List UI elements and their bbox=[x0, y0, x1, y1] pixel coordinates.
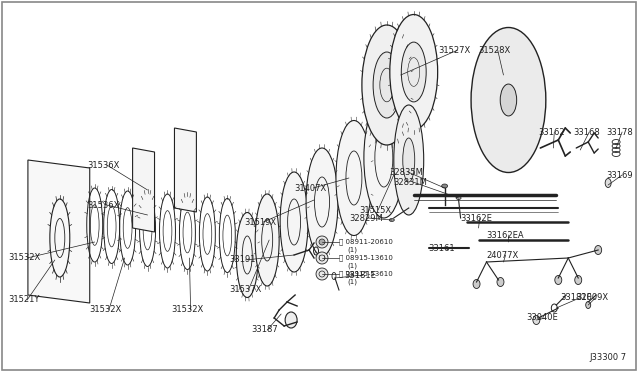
Text: 32829M: 32829M bbox=[349, 214, 383, 222]
Ellipse shape bbox=[442, 184, 447, 188]
Text: 32835M: 32835M bbox=[389, 167, 422, 176]
Text: (1): (1) bbox=[347, 279, 357, 285]
Text: 33162EA: 33162EA bbox=[486, 231, 524, 240]
Ellipse shape bbox=[403, 138, 415, 182]
Polygon shape bbox=[175, 128, 196, 212]
Circle shape bbox=[316, 252, 328, 264]
Text: 31532X: 31532X bbox=[172, 305, 204, 314]
Ellipse shape bbox=[533, 315, 540, 324]
Ellipse shape bbox=[243, 236, 252, 274]
Ellipse shape bbox=[401, 42, 426, 102]
Text: 31536X: 31536X bbox=[88, 201, 120, 209]
Text: 31519X: 31519X bbox=[244, 218, 276, 227]
Ellipse shape bbox=[287, 199, 301, 245]
Ellipse shape bbox=[306, 148, 338, 256]
Text: 24077X: 24077X bbox=[486, 250, 519, 260]
Text: 33168: 33168 bbox=[573, 128, 600, 137]
Ellipse shape bbox=[375, 129, 393, 187]
Text: 31532X: 31532X bbox=[90, 305, 122, 314]
Text: 31521Y: 31521Y bbox=[8, 295, 39, 305]
Text: 31515X: 31515X bbox=[359, 205, 391, 215]
Ellipse shape bbox=[456, 196, 461, 199]
Ellipse shape bbox=[336, 121, 372, 235]
Ellipse shape bbox=[586, 301, 591, 308]
Text: 33181E: 33181E bbox=[344, 270, 376, 279]
Ellipse shape bbox=[314, 177, 330, 227]
Ellipse shape bbox=[255, 194, 279, 286]
Text: 33187: 33187 bbox=[252, 326, 278, 334]
Circle shape bbox=[316, 268, 328, 280]
Text: 31407X: 31407X bbox=[294, 183, 326, 192]
Text: 33162: 33162 bbox=[538, 128, 565, 137]
Polygon shape bbox=[28, 160, 90, 303]
Text: Ⓝ 08911-20610: Ⓝ 08911-20610 bbox=[339, 239, 393, 245]
Ellipse shape bbox=[575, 276, 582, 285]
Ellipse shape bbox=[390, 15, 438, 129]
Ellipse shape bbox=[500, 84, 516, 116]
Text: 33161: 33161 bbox=[429, 244, 455, 253]
Ellipse shape bbox=[394, 105, 424, 215]
Text: 31527X: 31527X bbox=[438, 45, 471, 55]
Ellipse shape bbox=[362, 25, 412, 145]
Ellipse shape bbox=[364, 98, 404, 218]
Text: 31536X: 31536X bbox=[88, 160, 120, 170]
Text: 31537X: 31537X bbox=[229, 285, 262, 295]
Ellipse shape bbox=[285, 312, 297, 328]
Text: (1): (1) bbox=[347, 263, 357, 269]
Ellipse shape bbox=[595, 246, 602, 254]
Ellipse shape bbox=[473, 279, 480, 289]
Ellipse shape bbox=[346, 151, 362, 205]
Ellipse shape bbox=[389, 218, 394, 221]
Text: 33181F: 33181F bbox=[560, 294, 592, 302]
Text: J33300 7: J33300 7 bbox=[589, 353, 626, 362]
Text: 33178: 33178 bbox=[606, 128, 633, 137]
Text: Ⓦ 08915-13610: Ⓦ 08915-13610 bbox=[339, 255, 393, 261]
Text: 32831M: 32831M bbox=[394, 177, 428, 186]
Circle shape bbox=[316, 236, 328, 248]
Text: Ⓦ 08915-53610: Ⓦ 08915-53610 bbox=[339, 271, 393, 277]
Ellipse shape bbox=[236, 212, 258, 298]
Text: (1): (1) bbox=[347, 247, 357, 253]
Ellipse shape bbox=[497, 278, 504, 286]
Ellipse shape bbox=[605, 179, 611, 187]
Ellipse shape bbox=[373, 52, 401, 118]
Text: 33191: 33191 bbox=[229, 256, 256, 264]
Text: 33169: 33169 bbox=[606, 170, 633, 180]
Ellipse shape bbox=[555, 276, 562, 285]
Text: 32009X: 32009X bbox=[576, 294, 609, 302]
Circle shape bbox=[319, 239, 325, 245]
Text: 33162E: 33162E bbox=[461, 214, 492, 222]
Ellipse shape bbox=[471, 28, 546, 173]
Text: 31528X: 31528X bbox=[479, 45, 511, 55]
Text: 31532X: 31532X bbox=[8, 253, 40, 263]
Ellipse shape bbox=[280, 172, 308, 272]
Text: 33040E: 33040E bbox=[526, 314, 558, 323]
Polygon shape bbox=[132, 148, 154, 232]
Ellipse shape bbox=[262, 219, 273, 261]
